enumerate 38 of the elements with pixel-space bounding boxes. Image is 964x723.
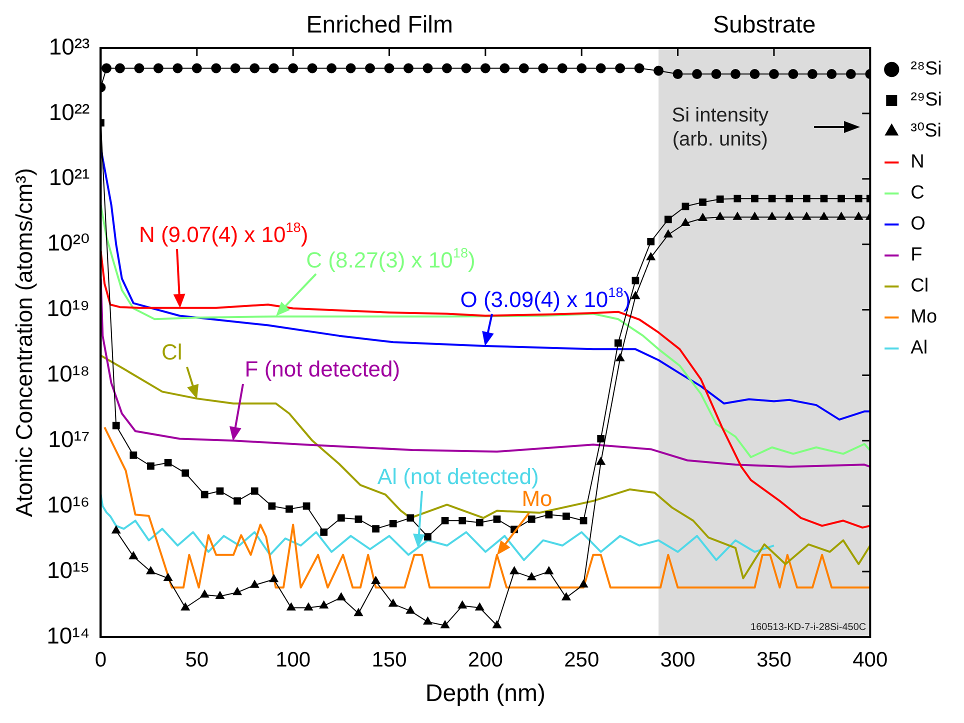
x-tick-label: 300 — [660, 648, 696, 672]
y-tick-label: 10²² — [48, 98, 90, 125]
annotation: Al (not detected) — [377, 464, 539, 489]
x-axis-title: Depth (nm) — [425, 680, 546, 708]
legend-label: C — [910, 182, 924, 204]
x-tick-label: 0 — [94, 648, 107, 672]
y-axis-title: Atomic Concentration (atoms/cm³) — [11, 168, 38, 517]
y-tick-label: 10¹⁹ — [46, 295, 90, 322]
y-tick-label: 10¹⁸ — [46, 360, 90, 387]
text: Enriched Film — [306, 12, 454, 39]
legend-label: O — [910, 214, 926, 235]
x-tick-label: 100 — [276, 648, 311, 672]
x-tick-label: 250 — [564, 648, 600, 672]
annotation: F (not detected) — [244, 356, 400, 382]
annotation: Si intensity (arb. units) — [672, 104, 769, 151]
y-tick-label: 10²¹ — [48, 164, 90, 190]
annotation: Cl — [162, 340, 182, 365]
y-tick-label: 10²³ — [48, 33, 90, 60]
annotation: 160513-KD-7-i-28Si-450C — [750, 622, 866, 633]
legend-label: F — [910, 244, 922, 266]
y-tick-label: 10¹⁴ — [46, 622, 90, 648]
y-tick-label: 10¹⁵ — [46, 556, 90, 583]
band-label: Substrate — [712, 12, 816, 39]
legend-label: Cl — [910, 276, 929, 297]
legend-label: ²⁹Si — [910, 90, 942, 111]
legend-label: ²⁸Si — [910, 58, 942, 80]
y-tick-label: 10¹⁷ — [48, 426, 90, 452]
legend-label: N — [910, 152, 924, 173]
x-tick-label: 200 — [468, 648, 503, 672]
x-tick-label: 50 — [185, 648, 209, 672]
legend-label: Al — [910, 338, 928, 359]
x-tick-label: 400 — [852, 648, 888, 672]
y-tick-label: 10¹⁶ — [47, 491, 90, 518]
y-tick-label: 10²⁰ — [47, 230, 90, 256]
x-tick-label: 150 — [372, 648, 407, 672]
legend-label: ³⁰Si — [910, 120, 942, 142]
x-tick-label: 350 — [756, 648, 792, 672]
legend-label: Mo — [910, 306, 938, 328]
